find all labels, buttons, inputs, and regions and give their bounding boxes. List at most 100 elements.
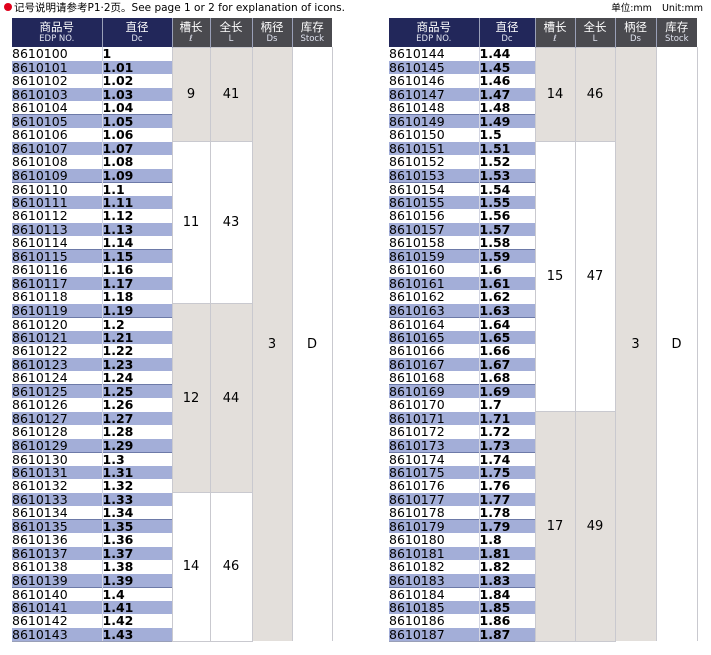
diameter-cell: 1.74 [479,451,535,466]
header-overall-length: 全长 L [210,18,253,47]
diameter-cell: 1.28 [102,424,134,440]
edp-number-cell: 8610118 [12,290,103,304]
edp-number-cell: 8610171 [389,411,480,425]
table-row: 8610156 1.56 [389,209,697,223]
table-row: 8610174 1.74 [389,451,697,466]
edp-number-cell: 8610161 [389,276,480,290]
table-row: 8610151 1.51 15 47 [389,141,697,412]
edp-number-cell: 8610126 [12,398,103,412]
edp-number-cell: 8610162 [389,290,480,304]
edp-number-cell: 8610121 [12,330,103,344]
edp-number-cell: 8610152 [389,155,480,169]
edp-number-cell: 8610125 [12,384,103,398]
note-text: 记号说明请参考P1·2页。See page 1 or 2 for explana… [14,2,345,14]
diameter-cell: 1.87 [479,627,535,642]
flute-length-cell: 9 [171,46,210,142]
edp-number-cell: 8610111 [12,195,103,209]
table-row: 8610144 1.44 14 46 3 D [389,46,698,641]
diameter-cell: 1.69 [479,384,535,398]
header-flute-length: 槽长 ℓ [535,18,576,47]
header-diameter: 直径 Dc [102,18,173,47]
diameter-cell: 1.23 [102,357,172,371]
edp-number-cell: 8610159 [389,249,480,263]
diameter-cell: 1.02 [102,73,134,89]
diameter-cell: 1.65 [479,330,535,344]
diameter-cell: 1.47 [479,87,535,101]
edp-number-cell: 8610132 [12,479,103,493]
table-header-row: 商品号 EDP NO. 直径 Dc 槽长 ℓ 全长 L 柄径 Ds 库存 Stock [389,18,697,47]
diameter-cell: 1.59 [479,249,535,263]
icon-explanation-note: 记号说明请参考P1·2页。See page 1 or 2 for explana… [4,1,345,15]
diameter-cell: 1.86 [479,613,511,629]
shank-diameter-cell: 3 [251,47,292,641]
product-table-right: 商品号 EDP NO. 直径 Dc 槽长 ℓ 全长 L 柄径 Ds 库存 Stock 861… [389,18,698,642]
edp-number-cell: 8610173 [389,438,480,452]
flute-length-cell: 14 [534,46,575,142]
table-row: 8610184 1.84 [389,586,697,601]
edp-number-cell: 8610120 [12,316,103,331]
table-row: 8610171 1.71 17 49 [389,411,697,642]
diameter-cell: 1.78 [479,505,511,520]
table-row: 8610135 1.35 [12,519,332,533]
overall-length-cell: 47 [574,141,615,412]
diameter-cell: 1.51 [479,141,535,155]
edp-number-cell: 8610151 [389,141,480,155]
edp-number-cell: 8610154 [389,181,480,196]
table-row: 8610157 1.57 [389,222,697,236]
diameter-cell: 1.57 [479,222,535,236]
edp-number-cell: 8610145 [389,60,480,74]
diameter-cell: 1.04 [102,100,134,115]
header-overall-length: 全长 L [575,18,616,47]
diameter-cell: 1.16 [102,262,134,278]
diameter-cell: 1.32 [102,478,134,494]
diameter-cell: 1.85 [479,600,535,614]
diameter-cell: 1.39 [102,573,172,587]
diameter-cell: 1.01 [102,60,172,74]
table-row: 8610162 1.62 [389,290,697,304]
table-row: 8610187 1.87 [389,627,697,642]
flute-length-cell: 14 [171,492,210,642]
overall-length-cell: 43 [209,141,252,304]
diameter-cell: 1.49 [479,114,535,128]
table-row: 8610104 1.04 [12,101,332,115]
diameter-cell: 1.31 [102,465,172,479]
table-row: 8610179 1.79 [389,519,697,533]
flute-length-cell: 12 [171,303,210,493]
table-row: 8610108 1.08 [12,155,332,169]
diameter-cell: 1.55 [479,195,535,209]
edp-number-cell: 8610166 [389,344,480,358]
edp-number-cell: 8610182 [389,560,480,574]
edp-number-cell: 8610176 [389,479,480,493]
overall-length-cell: 44 [209,303,252,493]
edp-number-cell: 8610123 [12,357,103,371]
shank-diameter-cell: 3 [614,47,656,641]
edp-number-cell: 8610165 [389,330,480,344]
header-stock: 库存 Stock [292,18,332,47]
diameter-cell: 1.19 [102,303,172,317]
table-row: 8610136 1.36 [12,533,332,547]
edp-number-cell: 8610185 [389,600,480,614]
table-row: 8610142 1.42 [12,614,332,628]
diameter-cell: 1.3 [102,451,172,466]
edp-number-cell: 8610175 [389,465,480,479]
edp-number-cell: 8610155 [389,195,480,209]
edp-number-cell: 8610148 [389,101,480,115]
table-row: 8610134 1.34 [12,506,332,520]
edp-number-cell: 8610103 [12,87,103,101]
edp-number-cell: 8610104 [12,101,103,115]
edp-number-cell: 8610150 [389,128,480,142]
table-row: 8610166 1.66 [389,344,697,358]
overall-length-cell: 46 [209,492,252,642]
edp-number-cell: 8610139 [12,573,103,587]
diameter-cell: 1.1 [102,181,172,196]
edp-number-cell: 8610167 [389,357,480,371]
diameter-cell: 1.6 [479,262,502,278]
edp-number-cell: 8610172 [389,425,480,439]
diameter-cell: 1.07 [102,141,172,155]
diameter-cell: 1.62 [479,289,511,305]
edp-number-cell: 8610130 [12,451,103,466]
diameter-cell: 1.5 [479,127,502,143]
diameter-cell: 1.72 [479,424,511,440]
stock-cell: D [291,47,333,641]
diameter-cell: 1.03 [102,87,172,101]
